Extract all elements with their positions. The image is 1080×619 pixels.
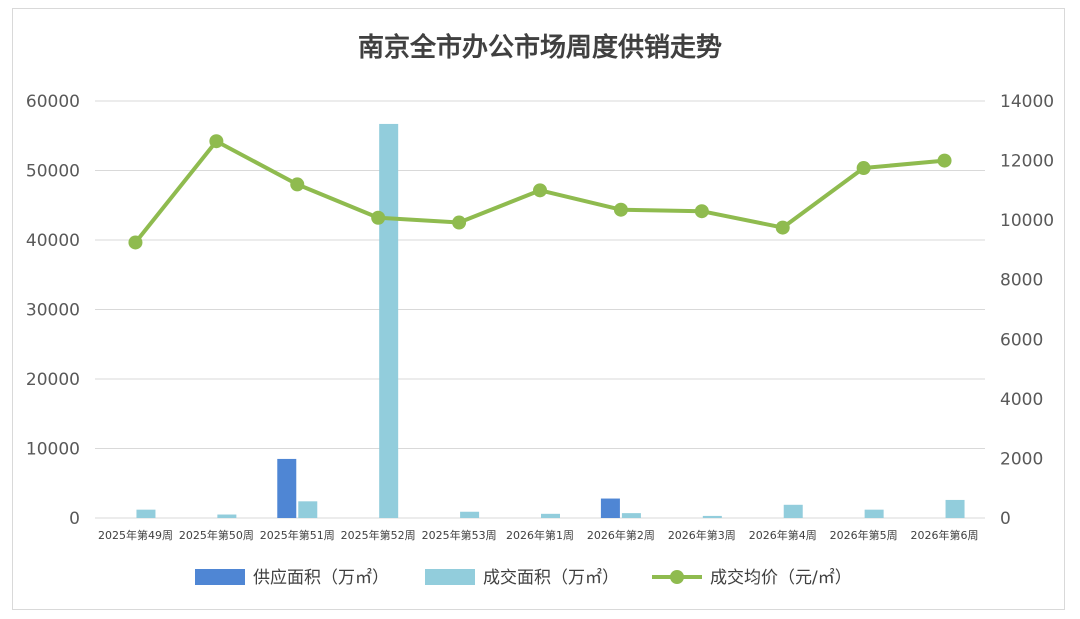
price-point [775,220,790,235]
y-right-tick-label: 8000 [1000,271,1043,291]
legend-swatch-marker [670,570,684,584]
price-point [290,177,305,192]
deal-area-bar [217,514,237,518]
legend-label: 成交面积（万㎡） [483,568,619,588]
x-tick-label: 2026年第3周 [668,528,736,542]
y-right-tick-label: 10000 [1000,211,1054,231]
y-left-tick-label: 60000 [26,92,80,112]
deal-area-bar [621,513,641,518]
deal-area-bar [783,504,803,518]
price-line [128,134,952,250]
y-left-tick-label: 20000 [26,370,80,390]
y-right-tick-label: 12000 [1000,152,1054,172]
legend-swatch [195,569,245,585]
x-tick-label: 2025年第51周 [260,528,335,542]
x-tick-label: 2025年第53周 [422,528,497,542]
y-left-tick-label: 0 [69,509,80,529]
x-tick-label: 2026年第5周 [830,528,898,542]
legend-swatch [425,569,475,585]
price-point [937,153,952,168]
x-tick-label: 2026年第1周 [506,528,574,542]
y-right-tick-label: 14000 [1000,92,1054,112]
y-axis-right: 0 2000 4000 6000 8000 10000 12000 14000 [1000,92,1054,529]
deal-area-bar [136,509,156,518]
x-tick-label: 2025年第52周 [341,528,416,542]
price-point [533,183,547,198]
deal-area-bar [702,515,722,518]
deal-area-bar [460,511,480,518]
y-left-tick-label: 30000 [26,301,80,321]
y-right-tick-label: 6000 [1000,330,1043,350]
y-left-tick-label: 50000 [26,162,80,182]
bars [136,123,965,518]
legend-label: 成交均价（元/㎡） [710,568,852,588]
supply-bar [600,498,620,518]
deal-area-bar [298,501,318,518]
legend: 供应面积（万㎡） 成交面积（万㎡） 成交均价（元/㎡） [195,568,852,588]
y-left-tick-label: 10000 [26,440,80,460]
price-point [371,210,386,225]
price-point [452,215,467,230]
y-right-tick-label: 0 [1000,509,1011,529]
deal-area-bar [541,513,560,518]
price-point [128,235,143,250]
x-tick-label: 2026年第6周 [911,528,979,542]
y-axis-left: 0 10000 20000 30000 40000 50000 60000 [26,92,80,529]
price-point [694,204,709,219]
deal-area-bar [864,509,884,518]
chart-title: 南京全市办公市场周度供销走势 [358,32,722,63]
deal-area-bar [945,499,965,518]
price-point [613,202,628,217]
x-tick-label: 2026年第4周 [749,528,817,542]
deal-area-bar [379,123,399,518]
y-right-tick-label: 2000 [1000,449,1043,469]
price-point [856,161,871,176]
gridlines [95,100,985,519]
x-tick-label: 2025年第50周 [179,528,254,542]
supply-bar [277,458,297,518]
y-right-tick-label: 4000 [1000,390,1043,410]
x-tick-label: 2025年第49周 [98,528,173,542]
x-axis: 2025年第49周 2025年第50周 2025年第51周 2025年第52周 2025… [98,528,979,542]
y-left-tick-label: 40000 [26,231,80,251]
price-point [209,134,224,149]
legend-label: 供应面积（万㎡） [253,568,389,588]
x-tick-label: 2026年第2周 [587,528,655,542]
